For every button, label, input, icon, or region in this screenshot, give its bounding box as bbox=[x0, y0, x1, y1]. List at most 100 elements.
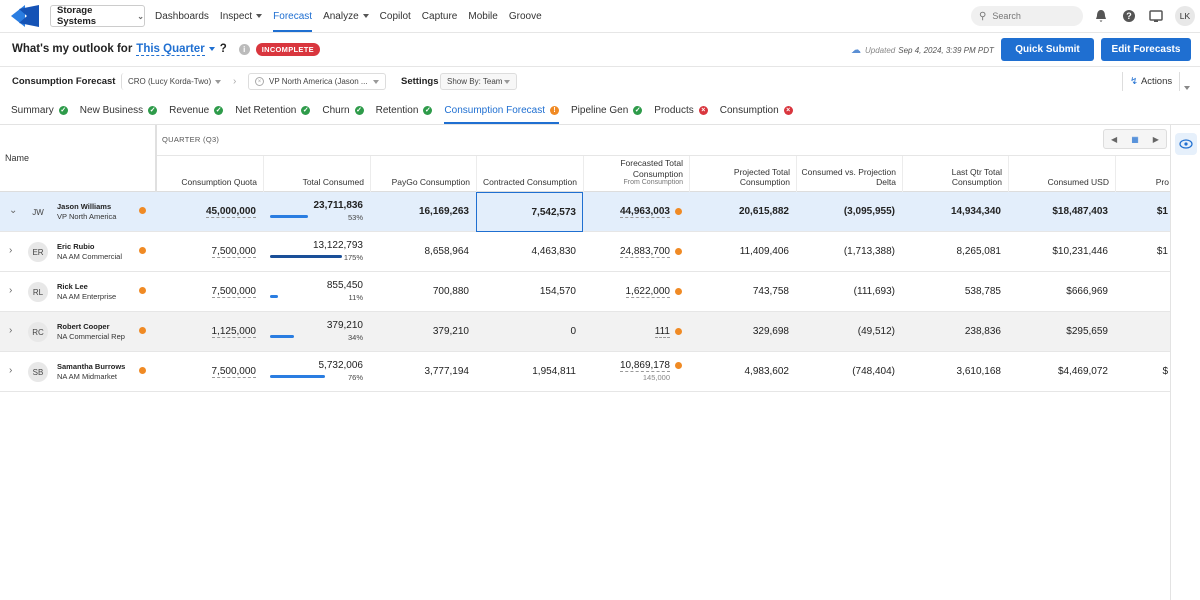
table-cell: 538,785 bbox=[902, 272, 1001, 312]
side-panel bbox=[1170, 125, 1200, 600]
updated-info: ☁ Updated Sep 4, 2024, 3:39 PM PDT bbox=[851, 43, 994, 57]
view-toggle[interactable] bbox=[1175, 133, 1197, 155]
help-icon[interactable] bbox=[1123, 10, 1135, 22]
editable-value[interactable]: 1,622,000 bbox=[625, 286, 670, 298]
tab[interactable]: Revenue ✓ bbox=[169, 96, 224, 124]
tab[interactable]: Pipeline Gen ✓ bbox=[571, 96, 643, 124]
nav-link-text: Mobile bbox=[468, 10, 498, 22]
column-sublabel: From Consumption bbox=[623, 179, 683, 187]
nav-link[interactable]: Groove bbox=[509, 0, 542, 32]
column-label: Projected Total Consumption bbox=[733, 166, 790, 188]
editable-value[interactable]: 111 bbox=[654, 326, 670, 338]
column-label: Forecasted Total Consumption bbox=[620, 158, 683, 179]
status-icon-check: ✓ bbox=[214, 105, 224, 115]
table-cell: 5,732,006 76% bbox=[263, 352, 363, 392]
forecast-value: 24,883,700 bbox=[619, 246, 682, 258]
tab[interactable]: Summary ✓ bbox=[11, 96, 68, 124]
bell-icon[interactable] bbox=[1096, 10, 1106, 22]
cell-value: 23,711,836 bbox=[313, 200, 364, 211]
tab[interactable]: Churn ✓ bbox=[322, 96, 364, 124]
prev-button[interactable]: ◀ bbox=[1111, 134, 1118, 144]
monitor-icon[interactable] bbox=[1149, 10, 1163, 21]
cell-value: 16,169,263 bbox=[418, 206, 469, 217]
cro-select[interactable]: CRO (Lucy Korda-Two) bbox=[121, 73, 227, 90]
table-row[interactable]: › RL Rick Lee NA AM Enterprise 7,500,000 855,… bbox=[0, 272, 1170, 312]
nav-link[interactable]: Analyze bbox=[323, 0, 369, 32]
table-row[interactable]: › RC Robert Cooper NA Commercial Rep 1,125,0… bbox=[0, 312, 1170, 352]
tab[interactable]: Retention ✓ bbox=[376, 96, 433, 124]
brand-select[interactable]: Storage Systems ⌄ bbox=[50, 5, 145, 27]
percent-label: 34% bbox=[347, 333, 363, 342]
calendar-button[interactable]: ▦ bbox=[1131, 134, 1139, 144]
cell-value: (111,693) bbox=[853, 286, 895, 297]
next-button[interactable]: ▶ bbox=[1152, 134, 1159, 144]
tab-label: Net Retention bbox=[235, 104, 297, 116]
vp-select[interactable]: × VP North America (Jason ... bbox=[248, 73, 386, 90]
progress-track bbox=[270, 375, 342, 378]
status-icon-check: ✓ bbox=[301, 105, 311, 115]
forecast-value: 10,869,178 bbox=[619, 360, 682, 372]
progress-track bbox=[270, 255, 342, 258]
actions-button[interactable]: ↯ Actions bbox=[1122, 72, 1181, 91]
rep-name: Robert Cooper bbox=[57, 322, 110, 331]
table-cell: (111,693) bbox=[796, 272, 895, 312]
svg-text:?: ? bbox=[1126, 11, 1132, 21]
quick-submit-button[interactable]: Quick Submit bbox=[1001, 38, 1094, 61]
show-by-select[interactable]: Show By: Team bbox=[440, 73, 517, 90]
clear-icon[interactable]: × bbox=[255, 77, 264, 86]
editable-value[interactable]: 10,869,178 bbox=[619, 360, 670, 372]
question: What's my outlook for bbox=[12, 43, 133, 55]
caret bbox=[362, 14, 369, 18]
table-row[interactable]: › ER Eric Rubio NA AM Commercial 7,500,000 13… bbox=[0, 232, 1170, 272]
editable-value[interactable]: 44,963,003 bbox=[619, 206, 670, 218]
tab[interactable]: Net Retention ✓ bbox=[235, 96, 311, 124]
editable-value[interactable]: 24,883,700 bbox=[619, 246, 670, 258]
period-select[interactable]: This Quarter bbox=[136, 42, 205, 56]
tab[interactable]: Consumption × bbox=[720, 96, 793, 124]
table-row[interactable]: › SB Samantha Burrows NA AM Midmarket 7,500,… bbox=[0, 352, 1170, 392]
expand-chevron[interactable]: › bbox=[9, 365, 13, 376]
rep-title: NA Commercial Rep bbox=[57, 332, 125, 341]
info-icon[interactable]: i bbox=[238, 43, 250, 55]
nav-link[interactable]: Mobile bbox=[468, 0, 497, 32]
expand-chevron[interactable]: › bbox=[9, 325, 13, 336]
expand-chevron[interactable]: › bbox=[9, 285, 13, 296]
editable-value[interactable]: 7,500,000 bbox=[211, 246, 256, 258]
progress-bar bbox=[270, 375, 325, 378]
rep-name: Eric Rubio bbox=[57, 242, 95, 251]
nav-link[interactable]: Inspect bbox=[220, 0, 263, 32]
tab[interactable]: Products × bbox=[654, 96, 708, 124]
editable-value[interactable]: 7,500,000 bbox=[211, 286, 256, 298]
nav-link-text: Analyze bbox=[323, 10, 359, 22]
cell-value: 329,698 bbox=[752, 326, 789, 337]
expand-chevron[interactable]: › bbox=[9, 245, 13, 256]
editable-value[interactable]: 1,125,000 bbox=[211, 326, 256, 338]
nav-link[interactable]: Capture bbox=[422, 0, 458, 32]
group-header: QUARTER (Q3) bbox=[162, 135, 220, 144]
more-caret[interactable] bbox=[1180, 77, 1190, 95]
nav-icons: ? bbox=[1096, 10, 1163, 22]
tab[interactable]: New Business ✓ bbox=[80, 96, 158, 124]
bolt-icon: ↯ bbox=[1130, 76, 1138, 87]
nav-link[interactable]: Dashboards bbox=[155, 0, 209, 32]
user-avatar[interactable]: LK bbox=[1175, 6, 1195, 26]
eye-icon bbox=[1179, 139, 1193, 149]
editable-value[interactable]: 7,500,000 bbox=[211, 366, 256, 378]
tab-label: Revenue bbox=[169, 104, 210, 116]
cell-value: $18,487,403 bbox=[1052, 206, 1108, 217]
edit-forecasts-button[interactable]: Edit Forecasts bbox=[1101, 38, 1191, 61]
table-cell: (3,095,955) bbox=[796, 192, 895, 232]
search-box[interactable]: ⚲ Search bbox=[971, 6, 1083, 26]
editable-value[interactable]: 45,000,000 bbox=[205, 206, 256, 218]
table-cell: 4,983,602 bbox=[689, 352, 790, 392]
collapse-chevron[interactable]: ⌄ bbox=[9, 205, 18, 216]
column-header: Forecasted Total Consumption From Consump… bbox=[583, 156, 683, 192]
search-placeholder: Search bbox=[992, 11, 1021, 21]
forecast-sub-value: 145,000 bbox=[642, 373, 670, 382]
nav-link[interactable]: Forecast bbox=[273, 0, 312, 32]
nav-link[interactable]: Copilot bbox=[380, 0, 411, 32]
tab[interactable]: Consumption Forecast! bbox=[444, 96, 560, 124]
table-row[interactable]: ⌄ JW Jason Williams VP North America 45,000,… bbox=[0, 192, 1170, 232]
cell-value: 14,934,340 bbox=[950, 206, 1001, 217]
table-cell: $18,487,403 bbox=[1008, 192, 1108, 232]
